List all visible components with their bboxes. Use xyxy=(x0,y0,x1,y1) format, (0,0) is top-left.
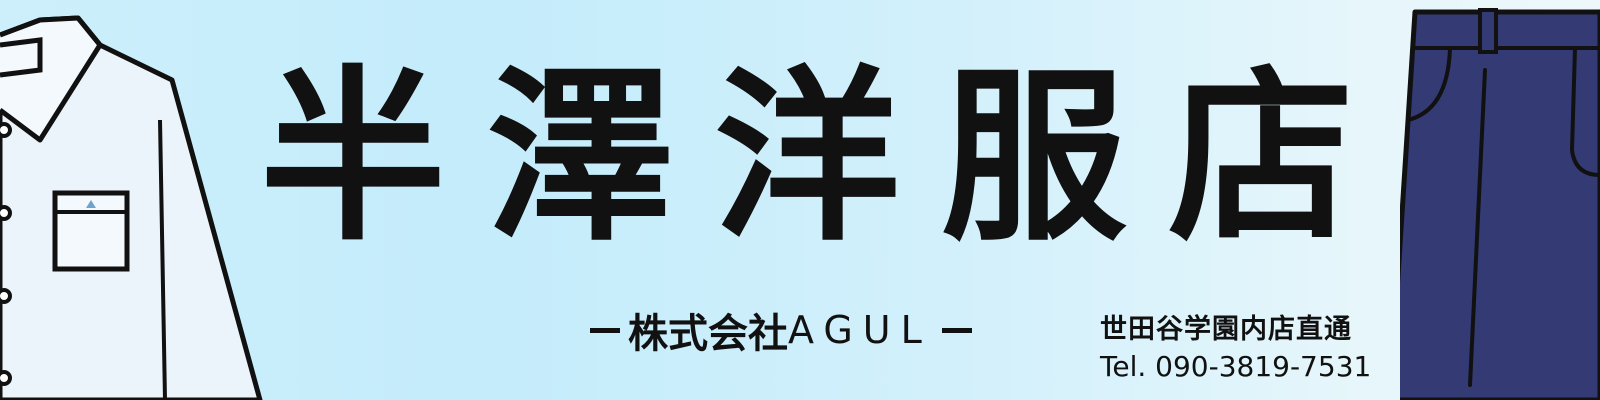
shop-title-char: 洋 xyxy=(714,49,901,266)
shirt-illustration xyxy=(0,15,263,400)
pants-pocket xyxy=(1407,47,1452,122)
shirt-button xyxy=(0,370,12,386)
phone-number: Tel. 090-3819-7531 xyxy=(1100,350,1372,383)
pocket-mark-icon xyxy=(86,200,96,208)
shop-title-char: 澤 xyxy=(487,49,674,266)
pants-side-pocket xyxy=(1569,47,1600,177)
shirt-collar-band xyxy=(0,37,43,78)
dash-decoration xyxy=(590,327,620,333)
dash-decoration xyxy=(941,327,972,333)
branch-direct-line-label: 世田谷学園内店直通 xyxy=(1100,314,1352,345)
shirt-sleeve-seam xyxy=(158,119,167,400)
pants-illustration xyxy=(1400,8,1600,400)
pants-body xyxy=(1400,9,1600,400)
contact-info: 世田谷学園内店直通 Tel. 090-3819-7531 xyxy=(1100,312,1400,386)
shop-title-char: 店 xyxy=(1168,49,1355,266)
pants-belt-loop xyxy=(1478,8,1498,54)
shirt-button xyxy=(0,205,12,221)
company-prefix: 株式会社 xyxy=(628,311,788,357)
shirt-button xyxy=(0,288,12,304)
shop-title: 半 澤 洋 服 店 xyxy=(260,48,1355,268)
pants-crease xyxy=(1468,68,1487,387)
shirt-button xyxy=(0,122,12,138)
shop-title-char: 服 xyxy=(941,49,1128,266)
company-latin-name: AGUL xyxy=(788,308,932,352)
company-name: 株式会社 AGUL xyxy=(590,305,972,357)
shop-title-char: 半 xyxy=(260,49,447,266)
shirt-collar xyxy=(0,15,103,143)
shirt-pocket xyxy=(52,190,130,272)
